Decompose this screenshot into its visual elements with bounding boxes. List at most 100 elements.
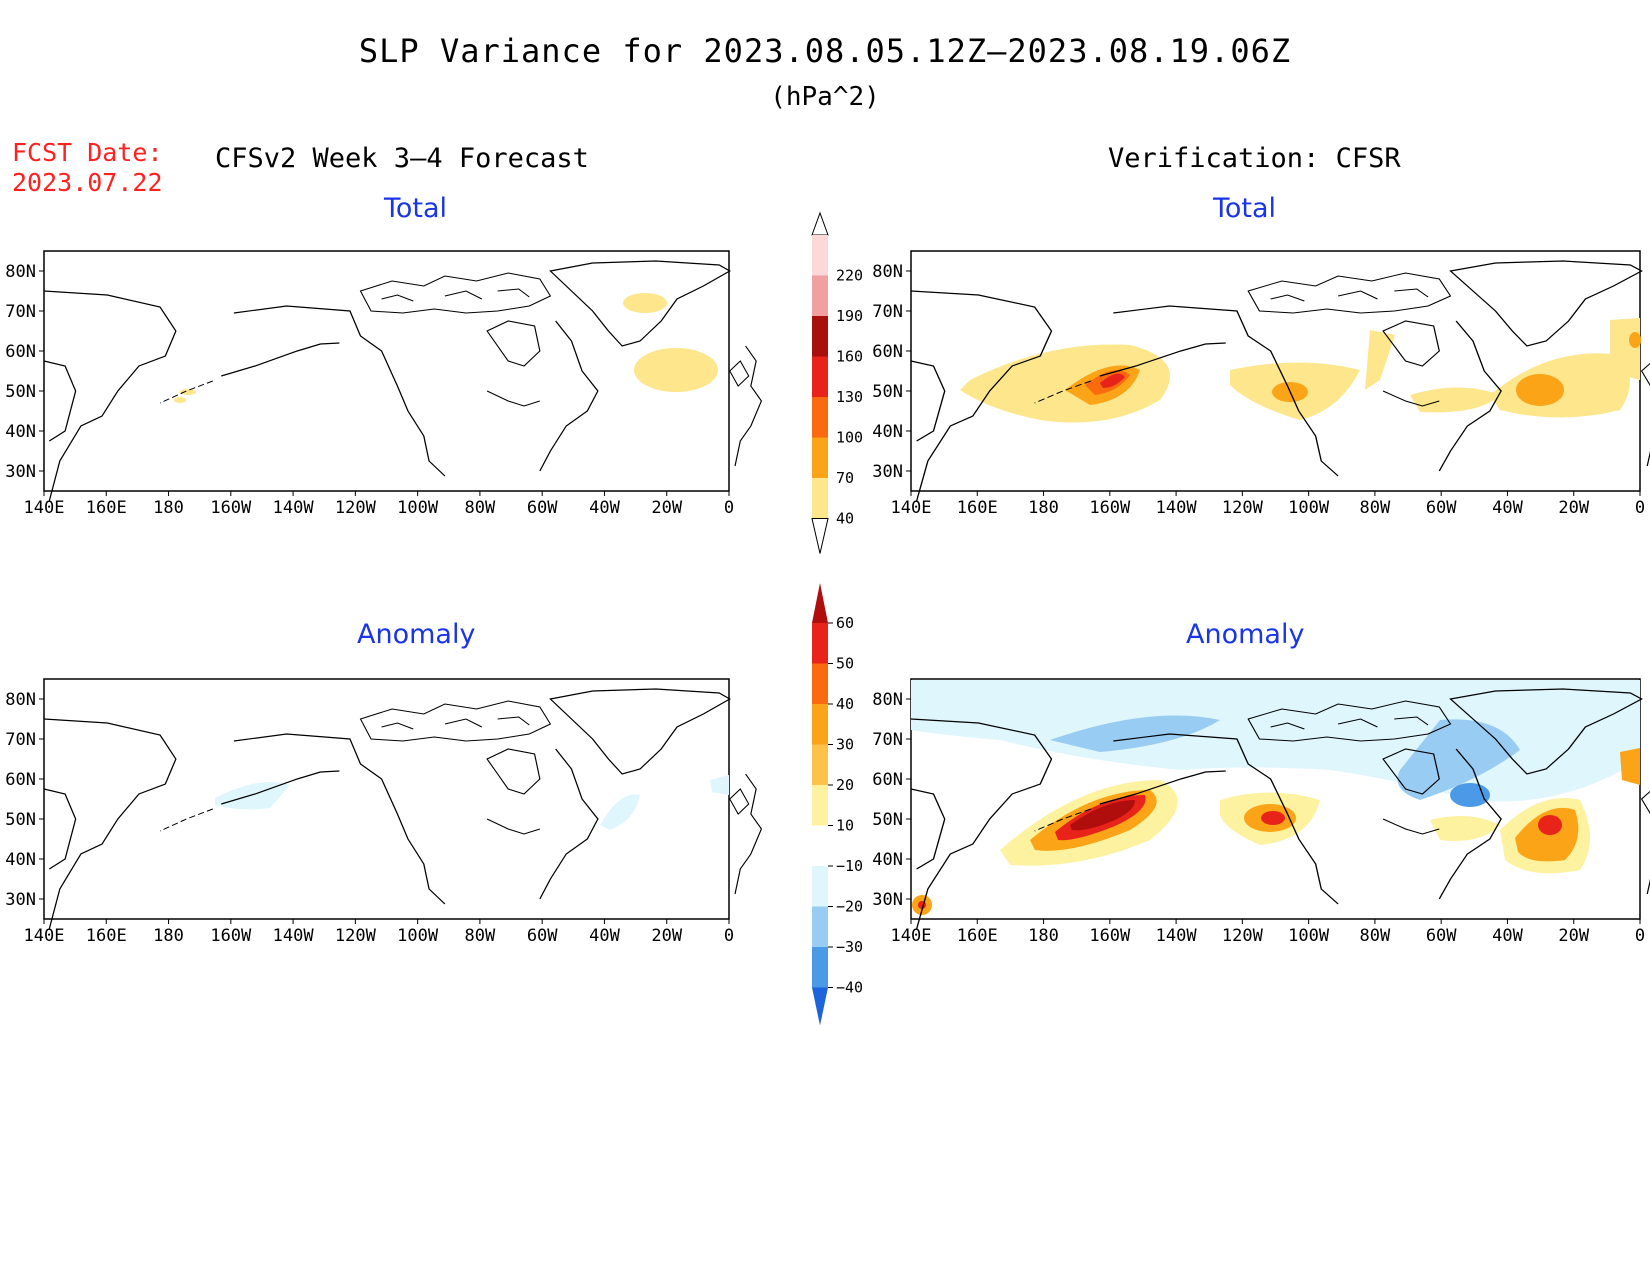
lon-tick-label: 40W (1492, 926, 1523, 946)
lat-tick-label: 60N (872, 770, 903, 790)
lon-tick-label: 100W (1288, 926, 1330, 946)
panel-forecast-anomaly (43, 678, 763, 930)
lat-tick-label: 40N (872, 850, 903, 870)
lon-tick-label: 180 (1028, 926, 1059, 946)
lon-tick-label: 100W (397, 498, 439, 518)
lon-tick-label: 60W (527, 926, 558, 946)
lon-tick-label: 160W (210, 498, 252, 518)
fcst-date-label: FCST Date: (12, 138, 163, 167)
lat-tick-label: 60N (5, 342, 36, 362)
lon-tick-label: 180 (153, 926, 184, 946)
lon-tick-label: 120W (1222, 926, 1264, 946)
lat-tick-label: 50N (872, 382, 903, 402)
lat-tick-label: 40N (872, 422, 903, 442)
anomaly-colorbar-swatch (812, 744, 828, 785)
lon-tick-label: 160W (1089, 498, 1131, 518)
anomaly-colorbar-swatch (812, 947, 828, 988)
anomaly-colorbar-label: 10 (836, 817, 854, 835)
total-colorbar-swatch (812, 275, 828, 316)
anomaly-colorbar-swatch (812, 704, 828, 745)
anomaly-colorbar-swatch (812, 906, 828, 947)
lon-tick-label: 60W (1426, 926, 1457, 946)
lon-tick-label: 0 (1635, 926, 1645, 946)
lon-tick-label: 120W (335, 926, 377, 946)
lon-tick-label: 20W (651, 498, 682, 518)
anomaly-colorbar-swatch (812, 866, 828, 907)
lon-tick-label: 40W (589, 926, 620, 946)
lon-tick-label: 0 (1635, 498, 1645, 518)
anomaly-colorbar-label: 60 (836, 614, 854, 632)
lon-tick-label: 80W (465, 498, 496, 518)
lat-tick-label: 70N (5, 730, 36, 750)
lon-tick-label: 160E (86, 498, 127, 518)
lon-tick-label: 180 (1028, 498, 1059, 518)
lon-tick-label: 100W (1288, 498, 1330, 518)
total-colorbar-swatch (812, 316, 828, 357)
forecast-total-subtitle: Total (384, 193, 448, 224)
lat-tick-label: 80N (5, 262, 36, 282)
anomaly-colorbar-label: −30 (836, 938, 863, 956)
lat-tick-label: 70N (872, 730, 903, 750)
lon-tick-label: 80W (465, 926, 496, 946)
panel-verification-anomaly (910, 678, 1650, 930)
anomaly-colorbar-swatch (812, 825, 828, 866)
lon-tick-label: 0 (724, 926, 734, 946)
anomaly-colorbar-swatch (812, 785, 828, 826)
verification-heading: Verification: CFSR (1108, 143, 1401, 174)
lat-tick-label: 80N (5, 690, 36, 710)
anomaly-colorbar-label: −20 (836, 898, 863, 916)
panel-verification-total (910, 250, 1650, 502)
lat-tick-label: 50N (5, 810, 36, 830)
lon-tick-label: 40W (1492, 498, 1523, 518)
anomaly-colorbar-label: 30 (836, 736, 854, 754)
lat-tick-label: 70N (5, 302, 36, 322)
lon-tick-label: 180 (153, 498, 184, 518)
anomaly-colorbar-swatch (812, 663, 828, 704)
lon-tick-label: 140E (24, 926, 65, 946)
panel-forecast-total (43, 250, 763, 502)
lat-tick-label: 70N (872, 302, 903, 322)
anomaly-colorbar-label: 50 (836, 655, 854, 673)
lon-tick-label: 160W (1089, 926, 1131, 946)
anomaly-colorbar-label: 40 (836, 695, 854, 713)
lon-tick-label: 20W (651, 926, 682, 946)
anomaly-colorbar-top (812, 583, 828, 623)
fcst-date: FCST Date: 2023.07.22 (12, 138, 163, 198)
lon-tick-label: 140E (24, 498, 65, 518)
axis-labels: 140E 160E 180 160W 140W 120W 100W 80W 60W 40W 20W 0… (5, 262, 1645, 946)
lon-tick-label: 140E (891, 498, 932, 518)
units-label: (hPa^2) (770, 82, 880, 112)
lat-tick-label: 80N (872, 690, 903, 710)
lat-tick-label: 50N (5, 382, 36, 402)
total-colorbar-swatch (812, 397, 828, 438)
verification-total-subtitle: Total (1213, 193, 1277, 224)
lon-tick-label: 140W (1156, 926, 1198, 946)
lon-tick-label: 160E (957, 498, 998, 518)
fcst-date-value: 2023.07.22 (12, 168, 163, 197)
lon-tick-label: 40W (589, 498, 620, 518)
total-colorbar-swatch (812, 235, 828, 276)
lon-tick-label: 20W (1558, 498, 1589, 518)
anomaly-colorbar-swatch (812, 623, 828, 664)
anomaly-colorbar-bottom (812, 987, 828, 1026)
total-colorbar-swatch (812, 356, 828, 397)
total-colorbar: 40 70 100 130 160 190 220 (811, 211, 863, 554)
lon-tick-label: 160E (957, 926, 998, 946)
lat-tick-label: 60N (5, 770, 36, 790)
lon-tick-label: 100W (397, 926, 439, 946)
lon-tick-label: 80W (1360, 498, 1391, 518)
total-colorbar-swatch (812, 437, 828, 478)
forecast-heading: CFSv2 Week 3–4 Forecast (215, 143, 589, 174)
lon-tick-label: 120W (1222, 498, 1264, 518)
lat-tick-label: 80N (872, 262, 903, 282)
total-colorbar-label: 40 (836, 510, 854, 528)
lat-tick-label: 40N (5, 422, 36, 442)
lon-tick-label: 60W (527, 498, 558, 518)
lat-tick-label: 30N (872, 890, 903, 910)
lon-tick-label: 0 (724, 498, 734, 518)
anomaly-colorbar-label: −10 (836, 857, 863, 875)
total-colorbar-label: 130 (836, 388, 863, 406)
lat-tick-label: 50N (872, 810, 903, 830)
lat-tick-label: 30N (872, 462, 903, 482)
